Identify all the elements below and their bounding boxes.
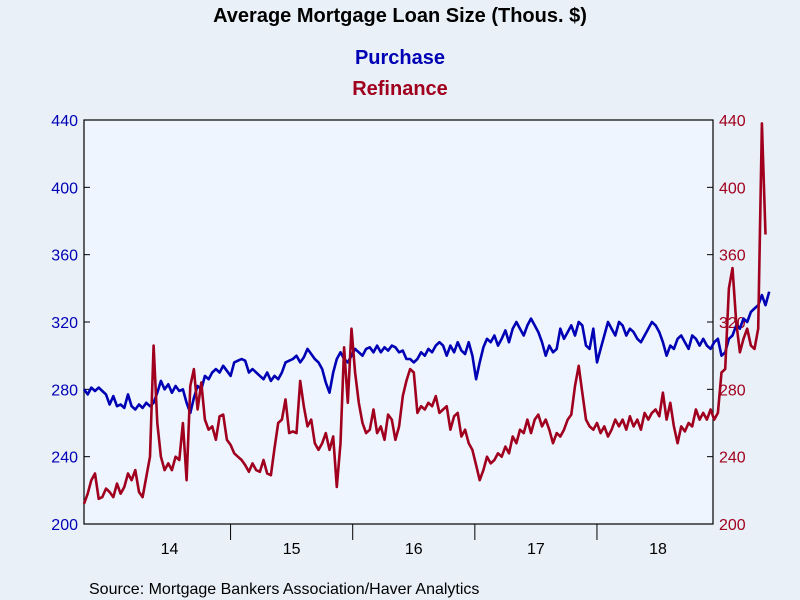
left-tick-label: 400 [51,180,78,197]
right-tick-label: 400 [719,180,746,197]
series-line-purchase [82,291,771,415]
legend-purchase: Purchase [355,47,445,69]
legend-refinance: Refinance [352,78,448,100]
chart-title: Average Mortgage Loan Size (Thous. $) [213,5,587,27]
series-lines [82,122,771,505]
x-tick-label: 17 [527,541,545,558]
series-line-refinance [82,122,767,505]
x-tick-label: 14 [161,541,179,558]
left-tick-label: 440 [51,113,78,130]
left-y-axis: 200 240 280 320 360 400 440 [51,113,90,534]
right-tick-label: 440 [719,113,746,130]
left-tick-label: 360 [51,248,78,265]
left-tick-label: 280 [51,382,78,399]
x-axis: 14 15 16 17 18 [161,524,667,558]
right-tick-label: 280 [719,382,746,399]
left-tick-label: 240 [51,450,78,467]
left-tick-label: 320 [51,315,78,332]
right-tick-label: 200 [719,517,746,534]
x-tick-label: 16 [405,541,423,558]
x-tick-label: 18 [649,541,667,558]
left-tick-label: 200 [51,517,78,534]
x-tick-label: 15 [283,541,301,558]
right-tick-label: 360 [719,248,746,265]
source-note: Source: Mortgage Bankers Association/Hav… [89,581,479,598]
right-tick-label: 240 [719,450,746,467]
